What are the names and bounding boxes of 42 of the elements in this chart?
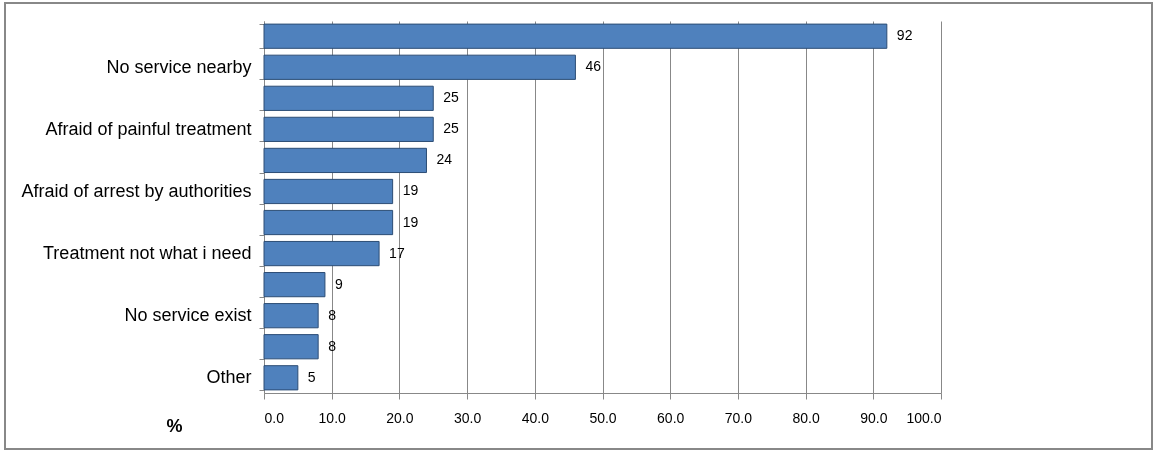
y-tick-label: Other	[206, 367, 252, 388]
data-label: 25	[443, 120, 460, 137]
bar	[263, 147, 427, 174]
y-tick-label: Afraid of painful treatment	[45, 118, 252, 139]
bar	[263, 178, 394, 205]
x-tick-label: 70.0	[724, 409, 753, 426]
x-axis-title: %	[166, 415, 183, 436]
data-label: 8	[328, 337, 337, 354]
bar	[263, 23, 888, 49]
x-tick-label: 80.0	[792, 409, 820, 426]
data-label: 8	[328, 306, 337, 323]
bar	[263, 54, 576, 80]
data-label: 17	[389, 244, 405, 261]
x-tick-label: 0.0	[264, 409, 285, 426]
data-label: 19	[402, 213, 419, 230]
data-label: 5	[307, 368, 316, 385]
data-label: 9	[334, 275, 343, 292]
data-label: 24	[436, 151, 453, 168]
x-tick-label: 50.0	[589, 409, 617, 426]
bar	[263, 272, 326, 298]
y-tick-label: No service nearby	[106, 56, 252, 77]
x-tick-label: 100.0	[906, 409, 942, 426]
bar	[263, 209, 394, 236]
data-label: 92	[896, 27, 913, 44]
bar	[263, 334, 319, 360]
y-tick-label: No service exist	[124, 305, 252, 326]
x-tick-label: 40.0	[521, 409, 550, 426]
bar	[263, 116, 434, 142]
x-tick-label: 10.0	[318, 409, 347, 426]
y-tick-label: Afraid of arrest by authorities	[21, 180, 252, 201]
bar	[263, 365, 299, 391]
x-tick-label: 20.0	[386, 409, 414, 426]
y-tick-label: Treatment not what i need	[43, 243, 252, 264]
data-label: 46	[585, 58, 602, 75]
bar	[263, 85, 434, 111]
x-tick-label: 60.0	[657, 409, 685, 426]
bar	[263, 303, 319, 329]
x-tick-label: 30.0	[453, 409, 482, 426]
x-tick-label: 90.0	[860, 409, 888, 426]
data-label: 19	[402, 182, 419, 199]
bar	[263, 240, 380, 267]
data-label: 25	[443, 89, 460, 106]
